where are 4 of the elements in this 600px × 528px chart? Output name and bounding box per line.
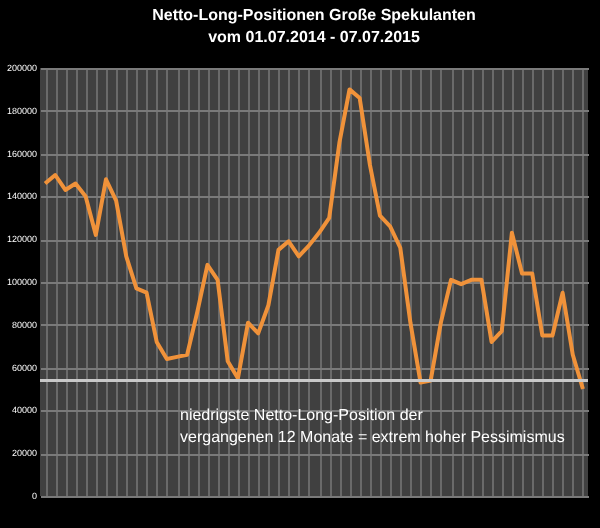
chart-title: Netto-Long-Positionen Große Spekulanten xyxy=(152,6,476,24)
chart-subtitle: vom 01.07.2014 - 07.07.2015 xyxy=(208,28,421,46)
ref-line-label: niedrigste Netto-Long-Position der vergangenen 12 Monate = extrem hoher Pessimismus xyxy=(180,406,565,447)
line-series xyxy=(43,87,585,391)
